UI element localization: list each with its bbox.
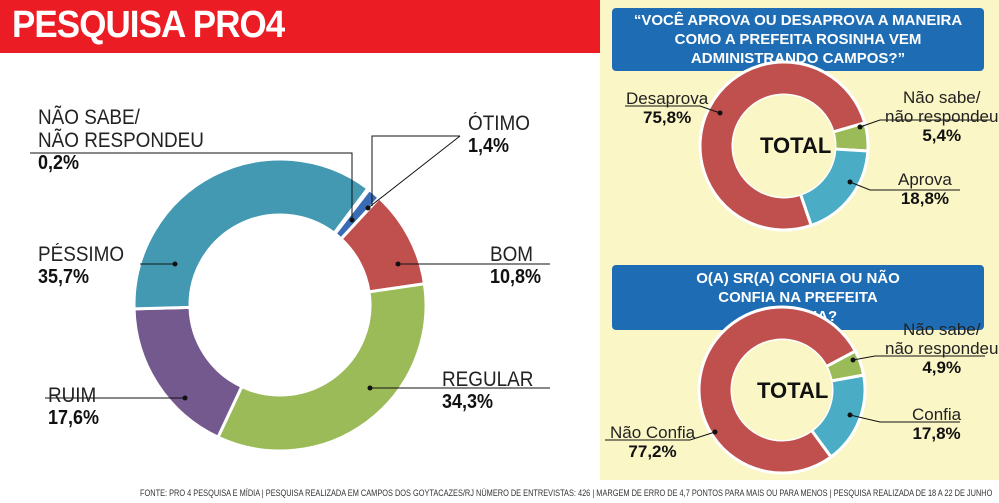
header-bar <box>0 0 600 53</box>
total-label-1: TOTAL <box>760 133 832 158</box>
donut-hole <box>732 340 832 440</box>
label-q2-confia: Confia 17,8% <box>912 405 962 443</box>
donut-hole <box>733 95 835 197</box>
leader-dots <box>172 110 863 435</box>
approval-donut <box>698 60 870 232</box>
main-donut <box>132 157 428 453</box>
label-ruim: RUIM 17,6% <box>48 384 100 429</box>
leader-lines <box>30 105 990 441</box>
page-title: PESQUISA PRO4 <box>12 4 285 46</box>
label-pessimo: PÉSSIMO 35,7% <box>38 243 125 288</box>
total-label-2: TOTAL <box>757 378 829 403</box>
label-q1-nao-sabe: Não sabe/não respondeu 5,4% <box>885 88 999 145</box>
slice-n-o-confia <box>697 305 858 475</box>
donut-hole <box>190 215 370 395</box>
label-q2-nao-sabe: Não sabe/não respondeu 4,9% <box>885 320 999 377</box>
footer-source: FONTE: PRO 4 PESQUISA E MÍDIA | PESQUISA… <box>140 488 993 498</box>
label-q2-nao-confia: Não Confia 77,2% <box>610 423 696 461</box>
label-bom: BOM 10,8% <box>490 243 542 288</box>
label-q1-desaprova: Desaprova 75,8% <box>626 89 709 127</box>
label-regular: REGULAR 34,3% <box>442 368 534 413</box>
label-otimo: ÓTIMO 1,4% <box>468 112 530 157</box>
trust-donut <box>697 305 867 475</box>
label-q1-aprova: Aprova 18,8% <box>898 170 952 208</box>
label-nao-sabe: NÃO SABE/NÃO RESPONDEU 0,2% <box>38 106 204 174</box>
question-1-title: “VOCÊ APROVA OU DESAPROVA A MANEIRA COMO… <box>612 8 984 71</box>
